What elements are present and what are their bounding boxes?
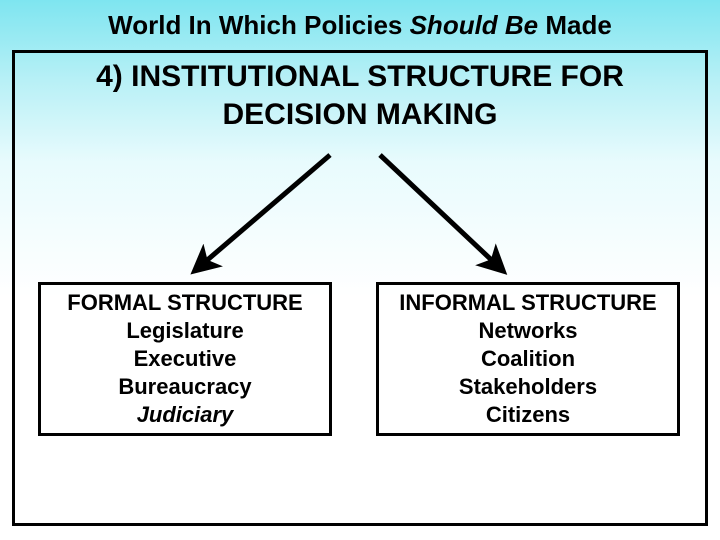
informal-item-3: Citizens	[486, 401, 570, 429]
informal-structure-box: INFORMAL STRUCTURE Networks Coalition St…	[376, 282, 680, 436]
informal-item-0: Networks	[478, 317, 577, 345]
title-post: Made	[538, 10, 612, 40]
formal-item-1: Executive	[134, 345, 237, 373]
title-italic: Should Be	[410, 10, 539, 40]
informal-item-1: Coalition	[481, 345, 575, 373]
formal-structure-box: FORMAL STRUCTURE Legislature Executive B…	[38, 282, 332, 436]
slide-title: World In Which Policies Should Be Made	[0, 10, 720, 41]
title-pre: World In Which Policies	[108, 10, 409, 40]
slide-container: World In Which Policies Should Be Made 4…	[0, 0, 720, 540]
informal-item-2: Stakeholders	[459, 373, 597, 401]
formal-item-0: Legislature	[126, 317, 243, 345]
formal-item-2: Bureaucracy	[118, 373, 251, 401]
informal-title: INFORMAL STRUCTURE	[399, 289, 656, 317]
formal-item-italic: Judiciary	[137, 401, 234, 429]
main-heading: 4) INSTITUTIONAL STRUCTURE FOR DECISION …	[20, 58, 700, 133]
formal-title: FORMAL STRUCTURE	[67, 289, 302, 317]
